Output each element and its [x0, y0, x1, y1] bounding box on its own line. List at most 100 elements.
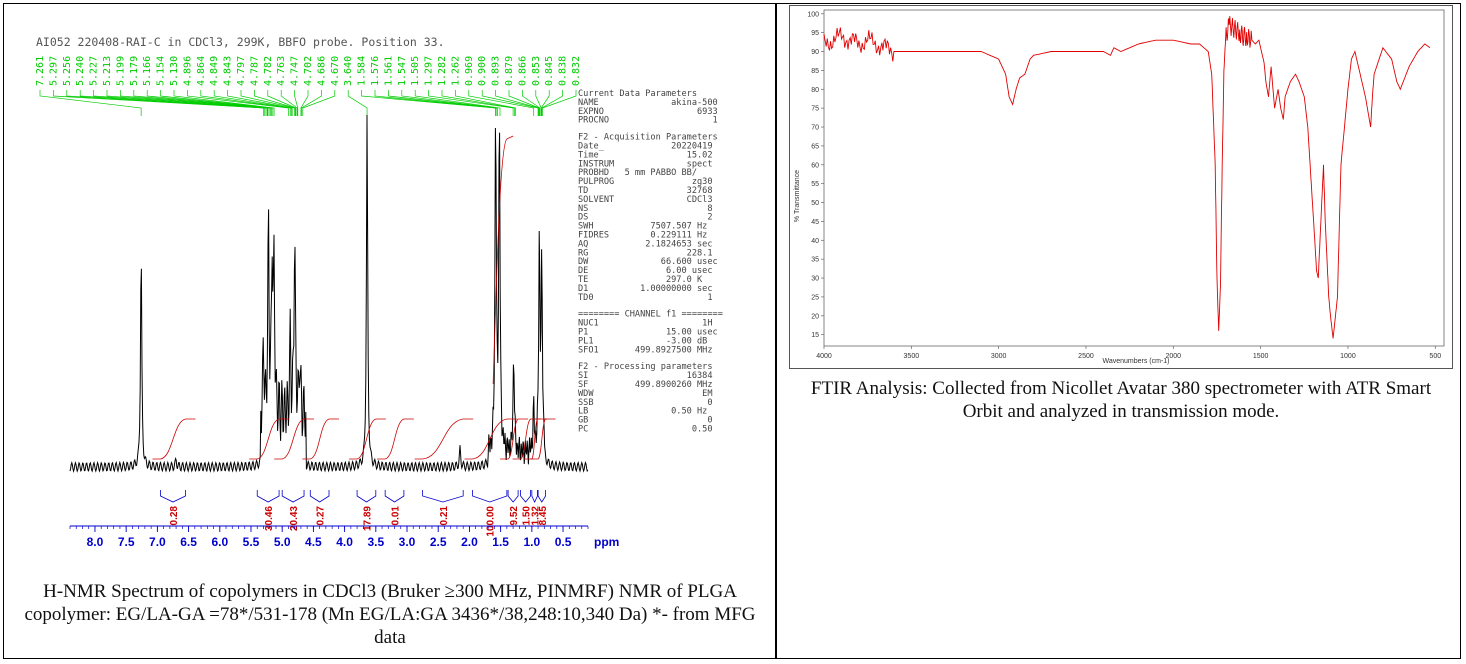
ppm-tick-label: 5.0: [274, 535, 291, 549]
peak-label: 5.297: [48, 56, 59, 86]
integral-bracket: [531, 490, 538, 503]
peak-label: 5.130: [169, 56, 180, 86]
ftir-ytick-label: 75: [811, 106, 819, 113]
peak-label: 0.900: [477, 56, 488, 86]
integral-label: 1.32: [531, 506, 542, 526]
integral-label: 0.21: [439, 506, 450, 526]
peak-label: 5.179: [129, 56, 140, 86]
ppm-tick-label: 7.0: [149, 535, 166, 549]
peak-connector: [146, 90, 272, 116]
param-line: Time 15.02: [578, 150, 713, 160]
peak-label: 1.505: [410, 56, 421, 86]
integral-label: 0.01: [391, 506, 402, 526]
integral-label: 9.52: [509, 506, 520, 526]
peak-label: 3.640: [343, 56, 354, 86]
peak-label: 4.702: [303, 56, 314, 86]
ftir-ytick-label: 15: [811, 332, 819, 339]
peak-connector: [481, 90, 539, 116]
peak-connector: [542, 90, 577, 116]
ftir-plot-area: [823, 9, 1445, 347]
param-line: EXPNO 6933: [578, 107, 718, 117]
peak-connector: [495, 90, 540, 116]
peak-connector: [294, 90, 299, 116]
param-line: ======== CHANNEL f1 ========: [578, 310, 723, 320]
ppm-tick-label: 2.0: [461, 535, 478, 549]
param-line: Date_ 20220419: [578, 142, 713, 152]
param-line: SSB 0: [578, 398, 713, 408]
peak-connector: [508, 90, 540, 116]
ftir-ytick-label: 85: [811, 68, 819, 75]
param-line: SF 499.8900260 MHz: [578, 380, 713, 390]
param-line: PROCNO 1: [578, 116, 718, 126]
peak-connector: [254, 90, 296, 116]
peak-label: 4.864: [196, 56, 207, 86]
integral-bracket: [281, 490, 305, 503]
peak-connector: [93, 90, 268, 116]
integral-bracket: [422, 490, 464, 503]
peak-connector: [173, 90, 275, 116]
ftir-xlabel: Wavenumbers (cm-1): [1102, 358, 1169, 365]
integral-bracket: [537, 490, 546, 503]
peak-label: 5.154: [156, 56, 167, 86]
param-line: SFO1 499.8927500 MHz: [578, 345, 713, 355]
peak-connector: [213, 90, 292, 116]
cell-divider: [775, 3, 777, 659]
ftir-xtick-label: 1000: [1340, 353, 1356, 360]
peak-connector: [79, 90, 267, 116]
ftir-trace: [823, 16, 1431, 339]
ftir-ytick-label: 50: [811, 200, 819, 207]
peak-label: 0.866: [517, 56, 528, 86]
param-line: F2 - Processing parameters: [578, 362, 713, 372]
peak-label: 1.576: [370, 56, 381, 86]
ppm-tick-label: 8.0: [87, 535, 104, 549]
nmr-trace: [69, 114, 589, 473]
ppm-tick-label: 4.5: [305, 535, 322, 549]
peak-connector: [227, 90, 293, 116]
ftir-xtick-label: 1500: [1253, 353, 1269, 360]
integral-curve: [377, 418, 414, 460]
integral-bracket: [256, 490, 280, 503]
param-line: TE 297.0 K: [578, 275, 703, 285]
integral-bracket: [507, 490, 519, 503]
nmr-caption: H-NMR Spectrum of copolymers in CDCl3 (B…: [24, 581, 756, 648]
peak-label: 4.686: [316, 56, 327, 86]
nmr-title: AI052 220408-RAI-C in CDCl3, 299K, BBFO …: [36, 35, 445, 49]
param-line: DW 66.600 usec: [578, 257, 718, 267]
peak-label: 0.853: [531, 56, 542, 86]
peak-label: 5.166: [142, 56, 153, 86]
param-line: SWH 7507.507 Hz: [578, 222, 707, 232]
integral-curve: [302, 418, 339, 460]
ftir-ytick-label: 60: [811, 162, 819, 169]
peak-connector: [106, 90, 269, 116]
ftir-xtick-label: 2500: [1078, 353, 1094, 360]
ppm-tick-label: 3.0: [399, 535, 416, 549]
ppm-tick-label: 6.0: [211, 535, 228, 549]
ppm-tick-label: 5.5: [243, 535, 260, 549]
peak-label: 0.879: [504, 56, 515, 86]
param-line: INSTRUM spect: [578, 159, 713, 169]
peak-label: 0.969: [464, 56, 475, 86]
param-line: TD0 1: [578, 293, 713, 303]
ftir-ytick-label: 30: [811, 276, 819, 283]
nmr-axis: 8.0 7.5 7.0 6.5 6.0 5.5 5.0 4.5 4.0 3.5 3.0 2.5 2.0 1…: [69, 525, 619, 549]
peak-label: 1.262: [450, 56, 461, 86]
peak-label: 4.797: [236, 56, 247, 86]
integral-bracket: [356, 490, 377, 503]
integral-label: 20.43: [289, 506, 300, 531]
integral-curve: [349, 418, 386, 460]
ftir-xtick-label: 3000: [991, 353, 1007, 360]
peak-label: 5.213: [102, 56, 113, 86]
ppm-tick-label: 1.0: [523, 535, 540, 549]
ftir-ytick-label: 25: [811, 294, 819, 301]
peak-label: 5.240: [75, 56, 86, 86]
param-line: SI 16384: [578, 371, 713, 381]
peak-connector: [240, 90, 296, 116]
integral-label: 0.28: [169, 506, 180, 526]
peak-connector: [187, 90, 289, 116]
peak-label: 1.547: [397, 56, 408, 86]
param-line: PL1 -3.00 dB: [578, 336, 707, 346]
param-line: DE 6.00 usec: [578, 266, 713, 276]
integral-curve: [530, 418, 556, 460]
integral-label: 100.00: [486, 506, 497, 537]
param-line: RG 228.1: [578, 248, 713, 258]
